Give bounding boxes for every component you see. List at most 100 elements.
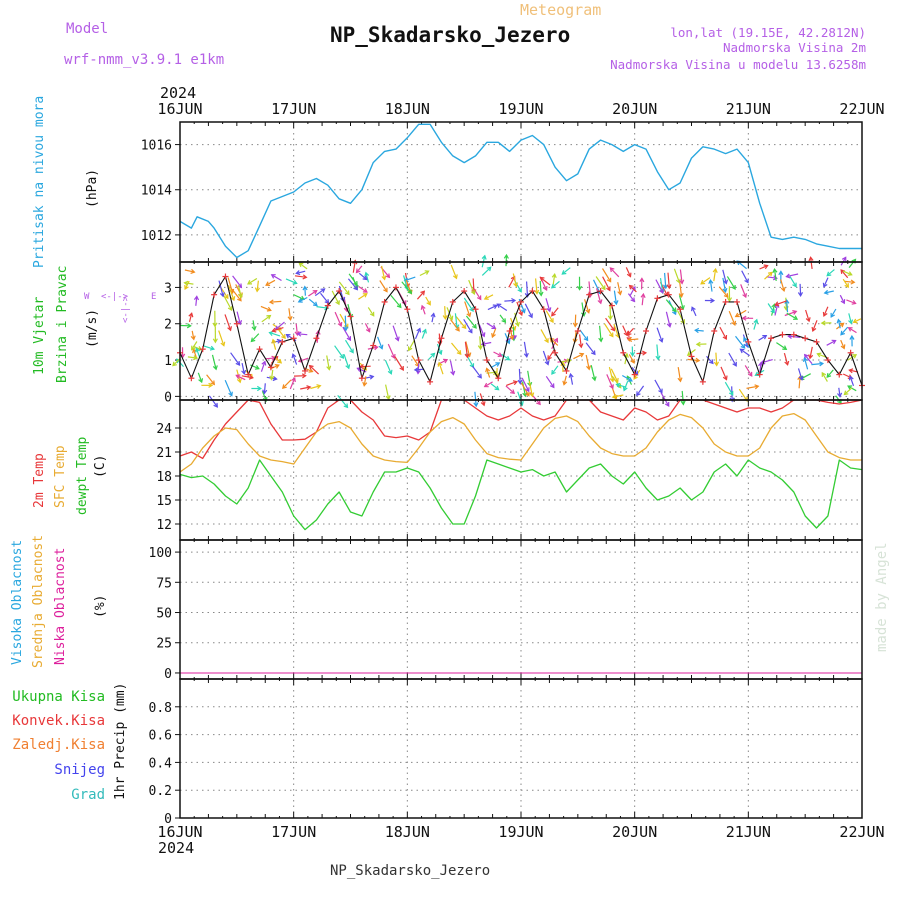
top-date-label: 20JUN: [612, 100, 657, 118]
panels-group: 10121014101601231215182124025507510000.2…: [141, 122, 865, 827]
wind-arrow: [739, 389, 747, 401]
bottom-date-label: 22JUN: [839, 823, 884, 841]
meteogram-label: Meteogram: [520, 1, 601, 19]
bottom-date-label: 19JUN: [498, 823, 543, 841]
panel-frame-cloud: [180, 540, 862, 679]
ytick-label: 3: [164, 281, 172, 296]
ytick-label: 0.8: [149, 701, 172, 716]
wind-arrow: [729, 353, 736, 366]
wind-arrow: [786, 298, 787, 310]
wind-arrow: [610, 304, 611, 319]
ytick-label: 24: [156, 422, 172, 437]
ytick-label: 21: [156, 446, 172, 461]
wind-arrow: [513, 327, 514, 340]
cloud-high-label: Visoka Oblacnost: [10, 540, 25, 665]
ytick-label: 0.6: [149, 729, 172, 744]
bottom-date-label: 20JUN: [612, 823, 657, 841]
wind-arrow: [209, 396, 217, 407]
wind-arrows: [173, 255, 861, 407]
ytick-label: 50: [156, 607, 172, 622]
footer-station: NP_Skadarsko_Jezero: [330, 863, 490, 879]
top-date-label: 19JUN: [498, 100, 543, 118]
model-name: wrf-nmm_v3.9.1 e1km: [64, 52, 224, 68]
ytick-label: 100: [149, 546, 172, 561]
wind-arrow: [225, 380, 232, 396]
cloud-low-label: Niska Oblacnost: [53, 548, 68, 665]
wind-arrow: [473, 366, 482, 378]
temp-unit: (C): [93, 455, 108, 478]
wind-arrow: [610, 268, 618, 277]
precip-snow-label: Snijeg: [54, 762, 105, 778]
lonlat-text: lon,lat (19.15E, 42.2812N): [670, 25, 866, 40]
temp-dewpt-label: dewpt Temp: [75, 437, 90, 515]
wind-arrow: [338, 395, 348, 407]
wind-arrow: [207, 375, 215, 385]
ytick-label: 18: [156, 470, 172, 485]
panel-precip: 00.20.40.60.8: [149, 679, 862, 827]
station-title: NP_Skadarsko_Jezero: [330, 23, 570, 47]
wind-arrow: [451, 320, 460, 331]
ytick-label: 1: [164, 354, 172, 369]
wind-arrow: [231, 353, 240, 365]
top-date-label: 21JUN: [726, 100, 771, 118]
precip-unit: 1hr Precip (mm): [113, 683, 128, 800]
ytick-label: 1012: [141, 229, 172, 244]
model-altitude-text: Nadmorska Visina u modelu 13.6258m: [610, 57, 866, 72]
altitude-text: Nadmorska Visina 2m: [723, 40, 866, 55]
pressure-unit: (hPa): [85, 169, 100, 208]
wind-arrow: [452, 343, 461, 354]
wind-arrow: [800, 284, 801, 296]
wind-arrow: [349, 274, 357, 285]
credit-text: made by Angel: [874, 542, 890, 652]
wind-arrow: [586, 343, 595, 355]
precip-conv-label: Konvek.Kisa: [12, 713, 105, 729]
bottom-date-label: 17JUN: [271, 823, 316, 841]
wind-arrow: [575, 315, 576, 327]
wind-arrow: [346, 340, 354, 352]
cloud-unit: (%): [93, 595, 108, 618]
top-date-label: 22JUN: [839, 100, 884, 118]
ytick-label: 12: [156, 518, 172, 533]
panel-frame-precip: [180, 679, 862, 818]
temp-2m-label: 2m Temp: [32, 453, 47, 508]
ytick-label: 15: [156, 494, 172, 509]
top-time-ticks: 16JUN 17JUN 18JUN 19JUN 20JUN 21JUN 22JUN: [157, 100, 884, 118]
precip-frz-label: Zaledj.Kisa: [12, 737, 105, 753]
top-date-label: 18JUN: [385, 100, 430, 118]
wind-arrow: [519, 369, 520, 384]
wind-arrow: [736, 336, 745, 348]
wind-label-1: 10m Vjetar: [32, 297, 47, 375]
wind-arrow: [655, 380, 662, 393]
model-label: Model: [66, 21, 108, 37]
precip-total-label: Ukupna Kisa: [12, 689, 105, 705]
panel-frame-temperature: [180, 400, 862, 540]
top-date-label: 16JUN: [157, 100, 202, 118]
compass-arrows-v: <-|->: [121, 295, 131, 323]
top-date-label: 17JUN: [271, 100, 316, 118]
ytick-label: 1014: [141, 184, 172, 199]
wind-arrow: [345, 316, 346, 331]
wind-arrow: [335, 346, 344, 358]
wind-arrow: [395, 357, 404, 371]
panel-frame-wind: [180, 262, 862, 400]
bottom-date-label: 18JUN: [385, 823, 430, 841]
wind-arrow: [546, 376, 554, 387]
wind-arrow: [527, 282, 528, 297]
year-bottom: 2024: [158, 839, 194, 857]
wind-arrow: [606, 318, 615, 330]
panel-frame-pressure: [180, 122, 862, 262]
compass-east: E: [151, 292, 156, 302]
wind-arrow: [321, 293, 329, 303]
ytick-label: 0: [164, 812, 172, 827]
wind-arrow: [391, 295, 401, 307]
bottom-date-label: 21JUN: [726, 823, 771, 841]
wind-arrow: [445, 306, 446, 319]
wind-arrow: [482, 267, 490, 275]
ytick-label: 0.4: [149, 756, 173, 771]
wind-arrow: [580, 330, 588, 340]
